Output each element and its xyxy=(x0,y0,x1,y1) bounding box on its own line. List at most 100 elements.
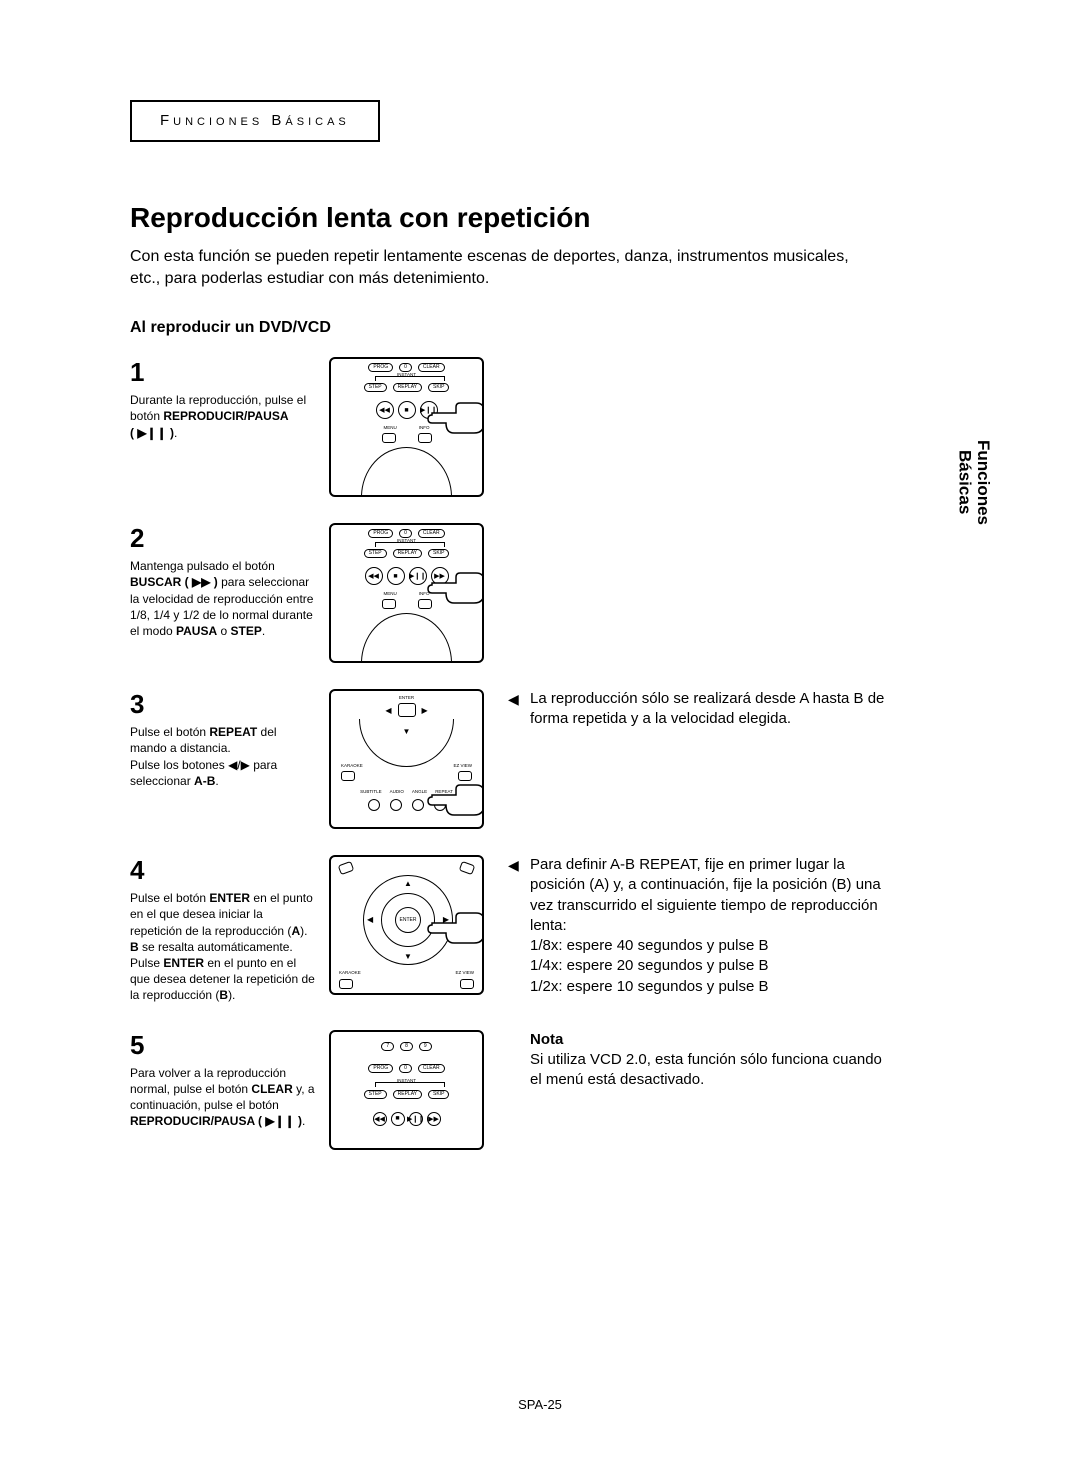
remote-illustration-5: 7 8 9 PROG 0 CLEAR INSTANT STEP REPLAY S… xyxy=(329,1030,484,1150)
left-arrow-icon: ◀ xyxy=(367,915,373,924)
play-pause-icon: ▶❙❙ xyxy=(409,567,427,585)
pointing-hand-icon xyxy=(426,775,484,825)
ezview-btn xyxy=(460,979,474,989)
karaoke-label: KARAOKE xyxy=(341,763,363,768)
skip-button: SKIP xyxy=(428,383,449,392)
step-number: 2 xyxy=(130,523,315,554)
zero-button: 0 xyxy=(399,1064,412,1073)
step-5-text: 5 Para volver a la reproducción normal, … xyxy=(130,1030,315,1130)
pointing-hand-icon xyxy=(426,393,484,443)
rewind-icon: ◀◀ xyxy=(365,567,383,585)
prog-button: PROG xyxy=(368,363,393,372)
pointing-hand-icon xyxy=(426,903,484,953)
skip-button: SKIP xyxy=(428,549,449,558)
section-header-label: Funciones Básicas xyxy=(160,112,350,129)
step-3-text: 3 Pulse el botón REPEAT del mando a dist… xyxy=(130,689,315,789)
stop-icon: ■ xyxy=(398,401,416,419)
side-tab-line1: Funciones xyxy=(974,440,993,525)
step-body: Pulse el botón ENTER en el punto en el q… xyxy=(130,890,315,1003)
down-arrow-icon: ▼ xyxy=(404,952,412,961)
play-pause-icon: ▶❙❙ xyxy=(409,1112,423,1126)
prog-button: PROG xyxy=(368,1064,393,1073)
return-btn xyxy=(338,861,355,875)
remote-illustration-2: PROG 0 CLEAR INSTANT STEP REPLAY SKIP ◀◀… xyxy=(329,523,484,663)
ezview-label: EZ VIEW xyxy=(453,763,472,768)
angle-btn xyxy=(412,799,424,811)
step-1-text: 1 Durante la reproducción, pulse el botó… xyxy=(130,357,315,441)
forward-icon: ▶▶ xyxy=(427,1112,441,1126)
manual-page: Funciones Básicas Reproducción lenta con… xyxy=(0,0,1080,1482)
side-tab-line2: Básicas xyxy=(955,450,974,514)
step-2-text: 2 Mantenga pulsado el botón BUSCAR ( ▶▶ … xyxy=(130,523,315,639)
remote-illustration-4: ENTER ▲ ▼ ◀ ▶ KARAOKE EZ VIEW xyxy=(329,855,484,995)
step-number: 4 xyxy=(130,855,315,886)
left-arrow-icon: ◀ xyxy=(385,706,391,715)
instant-label: INSTANT xyxy=(331,1078,482,1083)
menu-label: MENU xyxy=(384,425,397,430)
step-button: STEP xyxy=(364,549,387,558)
karaoke-label: KARAOKE xyxy=(339,970,361,975)
subsection-title: Al reproducir un DVD/VCD xyxy=(130,319,990,337)
menu-label: MENU xyxy=(384,591,397,596)
replay-button: REPLAY xyxy=(393,383,422,392)
page-title: Reproducción lenta con repetición xyxy=(130,202,990,234)
enter-btn: ENTER xyxy=(395,907,421,933)
pointing-hand-icon xyxy=(426,563,484,613)
audio-btn xyxy=(390,799,402,811)
num-9: 9 xyxy=(419,1042,432,1051)
num-7: 7 xyxy=(381,1042,394,1051)
menu-btn xyxy=(382,433,396,443)
audio-label: AUDIO xyxy=(390,789,404,794)
rewind-icon: ◀◀ xyxy=(376,401,394,419)
stop-icon: ■ xyxy=(387,567,405,585)
replay-button: REPLAY xyxy=(393,549,422,558)
step-4-row: 4 Pulse el botón ENTER en el punto en el… xyxy=(130,855,990,1003)
menu-btn xyxy=(382,599,396,609)
enter-btn xyxy=(398,703,416,717)
step-number: 5 xyxy=(130,1030,315,1061)
zero-button: 0 xyxy=(399,529,412,538)
right-arrow-icon: ▶ xyxy=(422,706,428,715)
step-number: 3 xyxy=(130,689,315,720)
enter-label: ENTER xyxy=(331,695,482,700)
subtitle-label: SUBTITLE xyxy=(360,789,382,794)
menu-btn xyxy=(459,861,476,875)
angle-label: ANGLE xyxy=(412,789,427,794)
clear-button: CLEAR xyxy=(418,1064,445,1073)
dpad-top-arc xyxy=(361,613,452,663)
step-button: STEP xyxy=(364,1090,387,1099)
step-3-row: 3 Pulse el botón REPEAT del mando a dist… xyxy=(130,689,990,829)
step-5-row: 5 Para volver a la reproducción normal, … xyxy=(130,1030,990,1150)
subtitle-btn xyxy=(368,799,380,811)
dpad-top-arc xyxy=(361,447,452,497)
instant-label: INSTANT xyxy=(331,538,482,543)
karaoke-btn xyxy=(339,979,353,989)
step-3-side-note: La reproducción sólo se realizará desde … xyxy=(530,689,890,730)
clear-button: CLEAR xyxy=(418,363,445,372)
side-tab: Funciones Básicas xyxy=(955,440,992,525)
remote-illustration-3: ENTER ◀ ▶ ▼ KARAOKE EZ VIEW SUBTITLE AUD… xyxy=(329,689,484,829)
clear-button: CLEAR xyxy=(418,529,445,538)
skip-button: SKIP xyxy=(428,1090,449,1099)
step-4-side-note: Para definir A-B REPEAT, fije en primer … xyxy=(530,855,890,997)
instant-label: INSTANT xyxy=(331,372,482,377)
section-header-box: Funciones Básicas xyxy=(130,100,380,142)
step-body: Para volver a la reproducción normal, pu… xyxy=(130,1065,315,1130)
stop-icon: ■ xyxy=(391,1112,405,1126)
step-1-row: 1 Durante la reproducción, pulse el botó… xyxy=(130,357,990,497)
ezview-label: EZ VIEW xyxy=(455,970,474,975)
step-body: Durante la reproducción, pulse el botón … xyxy=(130,392,315,441)
prog-button: PROG xyxy=(368,529,393,538)
page-number: SPA-25 xyxy=(0,1397,1080,1412)
step-2-row: 2 Mantenga pulsado el botón BUSCAR ( ▶▶ … xyxy=(130,523,990,663)
num-8: 8 xyxy=(400,1042,413,1051)
step-button: STEP xyxy=(364,383,387,392)
step-4-text: 4 Pulse el botón ENTER en el punto en el… xyxy=(130,855,315,1003)
step-number: 1 xyxy=(130,357,315,388)
karaoke-btn xyxy=(341,771,355,781)
up-arrow-icon: ▲ xyxy=(404,879,412,888)
intro-text: Con esta función se pueden repetir lenta… xyxy=(130,246,870,289)
zero-button: 0 xyxy=(399,363,412,372)
remote-illustration-1: PROG 0 CLEAR INSTANT STEP REPLAY SKIP ◀◀… xyxy=(329,357,484,497)
step-5-side-note: NotaSi utiliza VCD 2.0, esta función sól… xyxy=(530,1030,890,1091)
